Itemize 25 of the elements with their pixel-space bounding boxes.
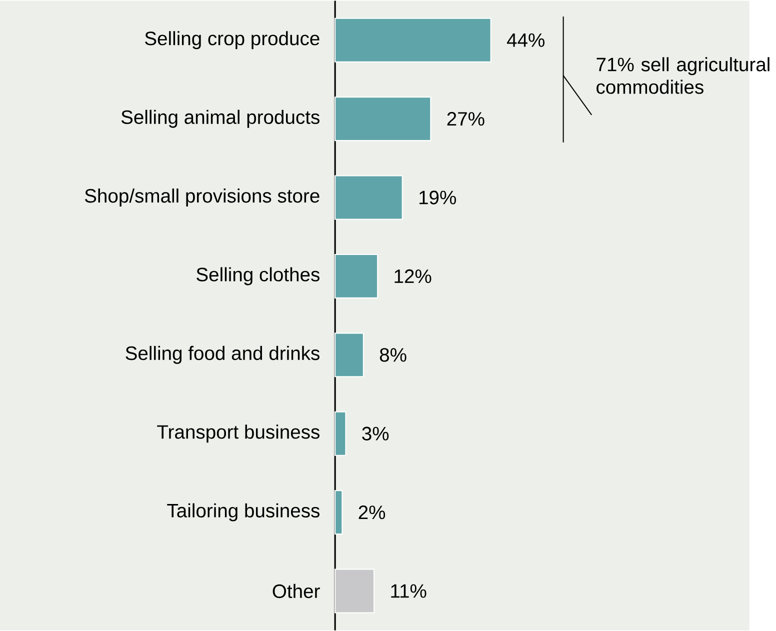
bar xyxy=(334,254,378,298)
bar xyxy=(334,411,346,456)
y-tick-label: Selling crop produce xyxy=(145,31,320,50)
data-label: 11% xyxy=(391,584,426,598)
text: 71% sell agricultural commodities xyxy=(596,57,770,94)
y-tick-label: Selling clothes xyxy=(196,267,320,286)
y-tick-label: Other xyxy=(272,584,320,598)
bar xyxy=(334,490,343,534)
bar xyxy=(334,18,492,62)
bar xyxy=(334,96,432,142)
y-tick-label: Selling animal products xyxy=(121,110,320,128)
bar xyxy=(334,568,375,614)
data-label: 2% xyxy=(358,505,386,520)
data-label: 3% xyxy=(362,426,389,440)
data-label: 27% xyxy=(447,112,484,126)
y-tick-label: Tailoring business xyxy=(167,503,320,522)
bar xyxy=(334,332,364,378)
y-tick-label: Shop/small provisions store xyxy=(84,188,320,206)
data-label: 8% xyxy=(380,348,406,362)
data-label: 19% xyxy=(420,190,456,204)
data-label: 44% xyxy=(506,33,544,47)
bar xyxy=(334,175,403,220)
data-label: 12% xyxy=(394,269,432,283)
y-tick-label: Selling food and drinks xyxy=(126,346,320,364)
y-tick-label: Transport business xyxy=(157,424,320,443)
